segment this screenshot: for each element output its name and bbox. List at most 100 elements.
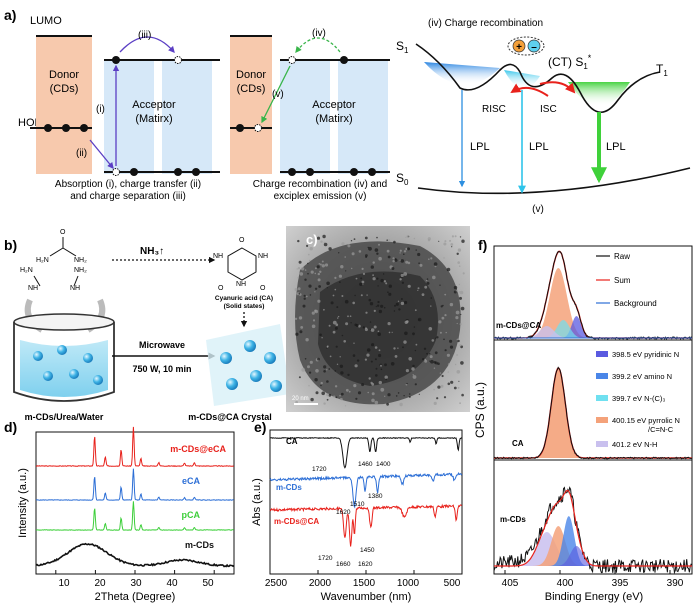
legend-raw: Raw [614, 252, 630, 261]
ct-state-label: (CT) S1* [548, 53, 592, 71]
tem-speckle [386, 239, 389, 241]
tem-speckle [405, 369, 409, 373]
ftir-series-label-mcds: m-CDs [276, 483, 302, 492]
tem-speckle [362, 326, 365, 329]
scale-label: 20 nm [292, 396, 309, 402]
tem-speckle [334, 288, 337, 291]
tem-speckle [439, 284, 441, 286]
panel-a: a) LUMO HOMO Donor (CDs) Acceptor (Matir… [4, 7, 691, 215]
tem-speckle [403, 395, 405, 397]
t1-well-fill [568, 82, 630, 106]
tem-speckle [387, 291, 389, 294]
tem-speckle [430, 359, 434, 364]
ftir-series-label-ca: CA [286, 437, 298, 446]
tem-speckle [453, 285, 458, 290]
tem-speckle [326, 346, 329, 348]
crystal-dot [250, 370, 262, 382]
excited-state-curve [415, 43, 661, 113]
tem-speckle [454, 235, 457, 238]
panel-b: b) O H₂N NH₂ H₂N NH₂ NH NH m-CDs/U [4, 229, 290, 422]
tem-speckle [433, 262, 438, 266]
tem-speckle [372, 277, 376, 281]
peak-1380: 1380 [368, 493, 383, 500]
tem-speckle [383, 306, 386, 309]
tem-speckle [318, 263, 321, 265]
tem-speckle [344, 299, 349, 304]
tem-speckle [383, 280, 387, 283]
tem-speckle [375, 367, 378, 370]
tem-speckle [394, 258, 397, 260]
carbon-dot [69, 369, 79, 379]
acceptor-label-left-1: Acceptor [132, 99, 176, 111]
tem-speckle [373, 309, 376, 312]
tem-speckle [429, 355, 433, 359]
tem-speckle [306, 244, 309, 247]
tem-speckle [453, 290, 457, 294]
tem-speckle [336, 363, 339, 365]
urea-h2n-left: H₂N [20, 267, 33, 274]
panel-d: d) m-CDs@eCA eCA pCA m-CDs Intensity (a.… [4, 419, 235, 603]
xps-axes [493, 245, 693, 575]
tem-speckle [304, 269, 307, 271]
tem-speckle [412, 375, 417, 379]
tem-speckle [433, 367, 436, 369]
tem-speckle [316, 265, 320, 269]
tem-speckle [352, 354, 356, 357]
tem-speckle [412, 374, 414, 376]
tem-speckle [394, 304, 396, 307]
xps-bot-sum [494, 489, 692, 567]
panel-a-label: a) [4, 7, 16, 23]
tem-speckle [332, 294, 335, 297]
tem-speckle [319, 263, 322, 266]
donor-box-mid [230, 36, 272, 174]
tem-speckle [411, 367, 415, 371]
tem-speckle [309, 371, 312, 374]
tem-speckle [334, 385, 338, 388]
xrd-curve-mcds [35, 542, 235, 568]
tem-speckle [424, 358, 427, 361]
tem-speckle [332, 330, 336, 334]
tem-speckle [320, 384, 322, 387]
tem-speckle [307, 272, 309, 275]
peak-1660: 1660 [336, 561, 351, 568]
legend-background: Background [614, 299, 657, 308]
tem-speckle [344, 405, 347, 407]
tem-speckle [366, 353, 370, 357]
tem-speckle [355, 324, 359, 327]
tem-speckle [315, 369, 319, 373]
tem-speckle [326, 398, 329, 401]
ftir-xtick: 500 [444, 578, 461, 589]
electron [236, 124, 244, 132]
xrd-xtick: 40 [166, 578, 178, 589]
peak-1460: 1460 [358, 461, 373, 468]
peak-1620-mcdsca: 1620 [358, 561, 373, 568]
xrd-xlabel: 2Theta (Degree) [95, 591, 176, 603]
ground-state-curve [417, 167, 691, 195]
charge-recombination-title: (iv) Charge recombination [428, 18, 543, 29]
peak-1510: 1510 [350, 501, 365, 508]
tem-speckle [371, 398, 375, 403]
tem-speckle [340, 392, 344, 396]
legend-nh: 401.2 eV N-H [612, 440, 657, 449]
crystal-dot [244, 340, 256, 352]
tem-speckle [395, 302, 399, 306]
tem-speckle [369, 321, 372, 323]
ca-o-right: O [260, 285, 266, 292]
peak-1720-mcdsca: 1720 [318, 555, 333, 562]
step-v: (v) [272, 89, 284, 100]
tem-speckle [434, 351, 438, 355]
electron [174, 168, 182, 176]
tem-speckle [332, 320, 337, 325]
tem-speckle [444, 240, 447, 243]
tem-speckle [336, 306, 339, 309]
tem-speckle [408, 393, 411, 395]
tem-speckle [339, 356, 341, 358]
tem-speckle [403, 340, 407, 344]
tem-speckle [370, 265, 374, 269]
tem-speckle [405, 383, 408, 386]
separation-arrow [119, 36, 175, 53]
ftir-xtick: 1500 [353, 578, 376, 589]
tem-speckle [354, 294, 356, 297]
tem-speckle [310, 397, 314, 402]
tem-speckle [378, 380, 382, 385]
